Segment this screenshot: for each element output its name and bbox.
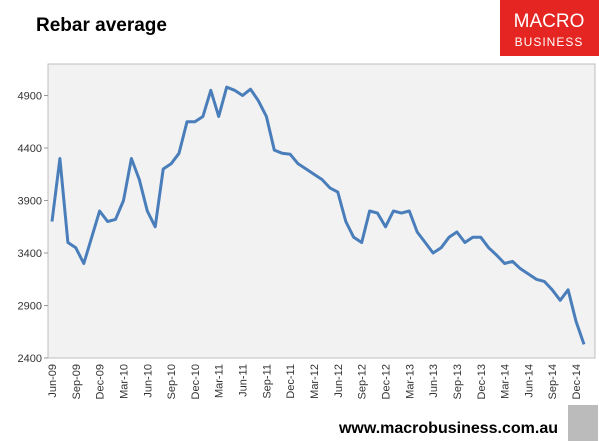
y-tick-label: 2900 xyxy=(18,301,42,313)
x-tick-label: Jun-12 xyxy=(333,364,345,398)
logo-text: BUSINESS xyxy=(515,35,584,49)
x-tick-label: Dec-10 xyxy=(190,364,202,399)
y-tick-label: 2400 xyxy=(18,353,42,365)
logo-text: MACRO xyxy=(514,11,585,32)
y-tick-label: 3900 xyxy=(18,196,42,208)
x-tick-label: Mar-12 xyxy=(309,364,321,399)
x-tick-label: Dec-14 xyxy=(571,364,583,399)
x-tick-label: Sep-10 xyxy=(166,364,178,399)
x-tick-label: Dec-11 xyxy=(285,364,297,399)
plot-area xyxy=(47,63,596,359)
x-tick-label: Dec-12 xyxy=(380,364,392,399)
x-tick-label: Jun-14 xyxy=(523,364,535,398)
x-tick-label: Dec-13 xyxy=(476,364,488,399)
x-tick-label: Jun-09 xyxy=(47,364,59,398)
logo-icon xyxy=(568,405,598,441)
x-tick-label: Jun-13 xyxy=(428,364,440,398)
y-tick-label: 4400 xyxy=(18,143,42,155)
x-tick-label: Sep-11 xyxy=(261,364,273,399)
x-tick-label: Sep-14 xyxy=(547,364,559,399)
x-tick-label: Mar-14 xyxy=(500,364,512,399)
x-tick-label: Sep-13 xyxy=(452,364,464,399)
x-tick-label: Mar-11 xyxy=(214,364,226,398)
logo-box xyxy=(500,0,599,56)
chart-title: Rebar average xyxy=(36,15,167,36)
x-tick-label: Mar-13 xyxy=(404,364,416,399)
y-tick-label: 3400 xyxy=(18,248,42,260)
x-tick-label: Jun-10 xyxy=(142,364,154,398)
x-tick-label: Sep-09 xyxy=(71,364,83,399)
y-tick-label: 4900 xyxy=(18,91,42,103)
footer: www.macrobusiness.com.au xyxy=(338,420,558,437)
x-tick-label: Jun-11 xyxy=(238,364,250,397)
x-tick-label: Sep-12 xyxy=(357,364,369,399)
x-tick-label: Dec-09 xyxy=(95,364,107,399)
x-tick-label: Mar-10 xyxy=(118,364,130,399)
series-line xyxy=(50,85,586,345)
